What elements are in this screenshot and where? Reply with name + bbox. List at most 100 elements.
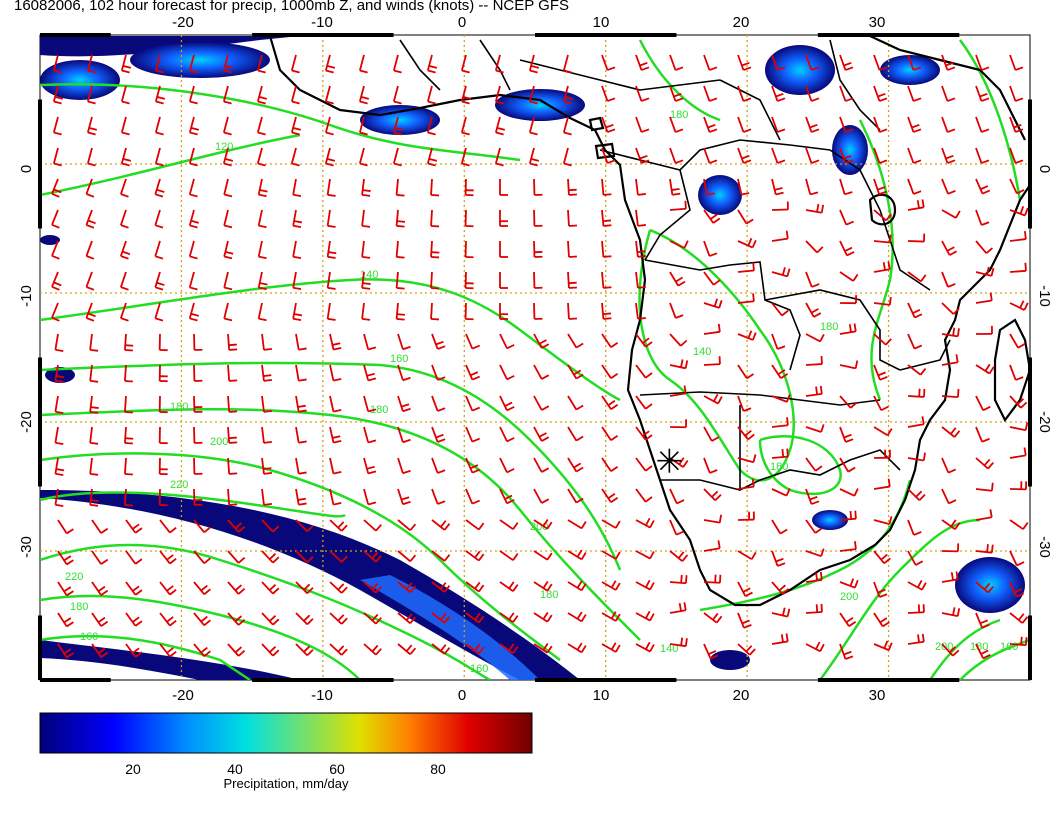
wind-barb xyxy=(635,610,655,622)
bottom-lon-label: -20 xyxy=(172,687,194,704)
wind-barb xyxy=(839,240,855,257)
wind-barb xyxy=(805,85,820,102)
precip-blob xyxy=(698,175,742,215)
wind-barb xyxy=(426,116,436,136)
wind-barb xyxy=(562,147,572,167)
wind-barb xyxy=(465,333,481,350)
wind-barb xyxy=(703,240,718,257)
wind-barb xyxy=(257,178,268,198)
wind-barb xyxy=(635,641,655,653)
scale-bar-segment xyxy=(1028,615,1032,680)
wind-barb xyxy=(737,550,757,560)
wind-barb xyxy=(193,426,203,444)
wind-barb xyxy=(124,426,134,445)
wind-barb xyxy=(1009,206,1029,217)
wind-barb xyxy=(703,356,721,366)
wind-barb xyxy=(737,147,752,164)
height-contour xyxy=(858,119,894,401)
wind-barb xyxy=(91,643,109,658)
wind-barb xyxy=(158,426,168,445)
wind-barb xyxy=(89,395,99,414)
wind-barb xyxy=(465,426,481,443)
wind-barb xyxy=(430,209,440,228)
wind-barb xyxy=(326,271,336,290)
contour-label: 220 xyxy=(170,479,188,491)
wind-barb xyxy=(361,302,371,321)
contour-label: 120 xyxy=(215,141,233,153)
wind-barb xyxy=(395,302,406,321)
wind-barb xyxy=(907,388,926,398)
wind-barb xyxy=(397,333,411,351)
top-lon-label: -20 xyxy=(172,14,194,31)
wind-barb xyxy=(975,178,991,195)
precip-blob xyxy=(45,367,75,383)
wind-barb xyxy=(975,426,990,443)
wind-barb xyxy=(669,333,688,347)
wind-barb xyxy=(941,571,959,583)
wind-barb xyxy=(975,116,990,133)
wind-barb xyxy=(873,449,891,459)
contour-label: 180 xyxy=(770,461,788,473)
wind-barb xyxy=(805,333,825,343)
wind-barb xyxy=(395,240,405,259)
wind-barb xyxy=(460,85,472,105)
wind-barb xyxy=(465,519,485,531)
contour-label: 160 xyxy=(470,663,488,675)
top-lon-label: 30 xyxy=(869,14,886,31)
wind-barb xyxy=(329,581,348,594)
country-border xyxy=(644,259,801,371)
precip-blob xyxy=(40,235,60,245)
wind-barb xyxy=(635,579,655,591)
wind-barb xyxy=(635,517,655,529)
wind-barb xyxy=(326,209,336,228)
wind-barb xyxy=(358,54,368,74)
wind-barb xyxy=(771,519,788,535)
wind-barb xyxy=(533,178,543,196)
wind-barb xyxy=(363,612,382,625)
wind-barb xyxy=(601,488,619,503)
wind-barb xyxy=(567,457,584,473)
wind-barb xyxy=(361,178,371,197)
wind-barb xyxy=(430,271,440,290)
wind-barb xyxy=(601,611,621,622)
wind-barb xyxy=(292,209,303,229)
wind-barb xyxy=(975,325,993,335)
wind-barb xyxy=(397,426,411,444)
wind-barb xyxy=(703,540,721,552)
wind-barb xyxy=(873,54,888,71)
wind-barb xyxy=(395,271,405,290)
wind-barb xyxy=(805,571,823,583)
precip-blob xyxy=(710,650,750,670)
height-contour xyxy=(40,361,622,571)
scale-bar-segment xyxy=(1028,357,1032,487)
wind-barb xyxy=(737,612,752,629)
wind-barb xyxy=(57,519,74,535)
wind-barb xyxy=(125,581,143,596)
wind-barb xyxy=(941,327,960,338)
scale-bar-segment xyxy=(40,33,111,37)
wind-barb xyxy=(329,519,348,532)
wind-barb xyxy=(159,612,177,627)
wind-barb xyxy=(326,240,337,259)
contour-label: 220 xyxy=(65,571,83,583)
height-contour xyxy=(40,407,641,641)
wind-barb xyxy=(873,261,891,273)
wind-barb xyxy=(465,457,481,474)
wind-barb xyxy=(839,209,854,226)
wind-barb xyxy=(975,266,995,277)
wind-barb xyxy=(222,54,234,74)
wind-barb xyxy=(54,457,65,476)
wind-barb xyxy=(873,640,893,651)
right-lat-label: -30 xyxy=(1036,536,1053,558)
wind-barb xyxy=(771,333,786,350)
wind-barb xyxy=(51,209,60,229)
wind-barb xyxy=(361,271,371,290)
wind-barb xyxy=(499,519,519,530)
height-contour xyxy=(40,491,346,518)
bottom-lon-label: -10 xyxy=(311,687,333,704)
wind-barb xyxy=(771,448,789,459)
wind-barb xyxy=(329,488,342,506)
right-lat-label: 0 xyxy=(1036,165,1053,173)
wind-barb xyxy=(1009,300,1029,311)
